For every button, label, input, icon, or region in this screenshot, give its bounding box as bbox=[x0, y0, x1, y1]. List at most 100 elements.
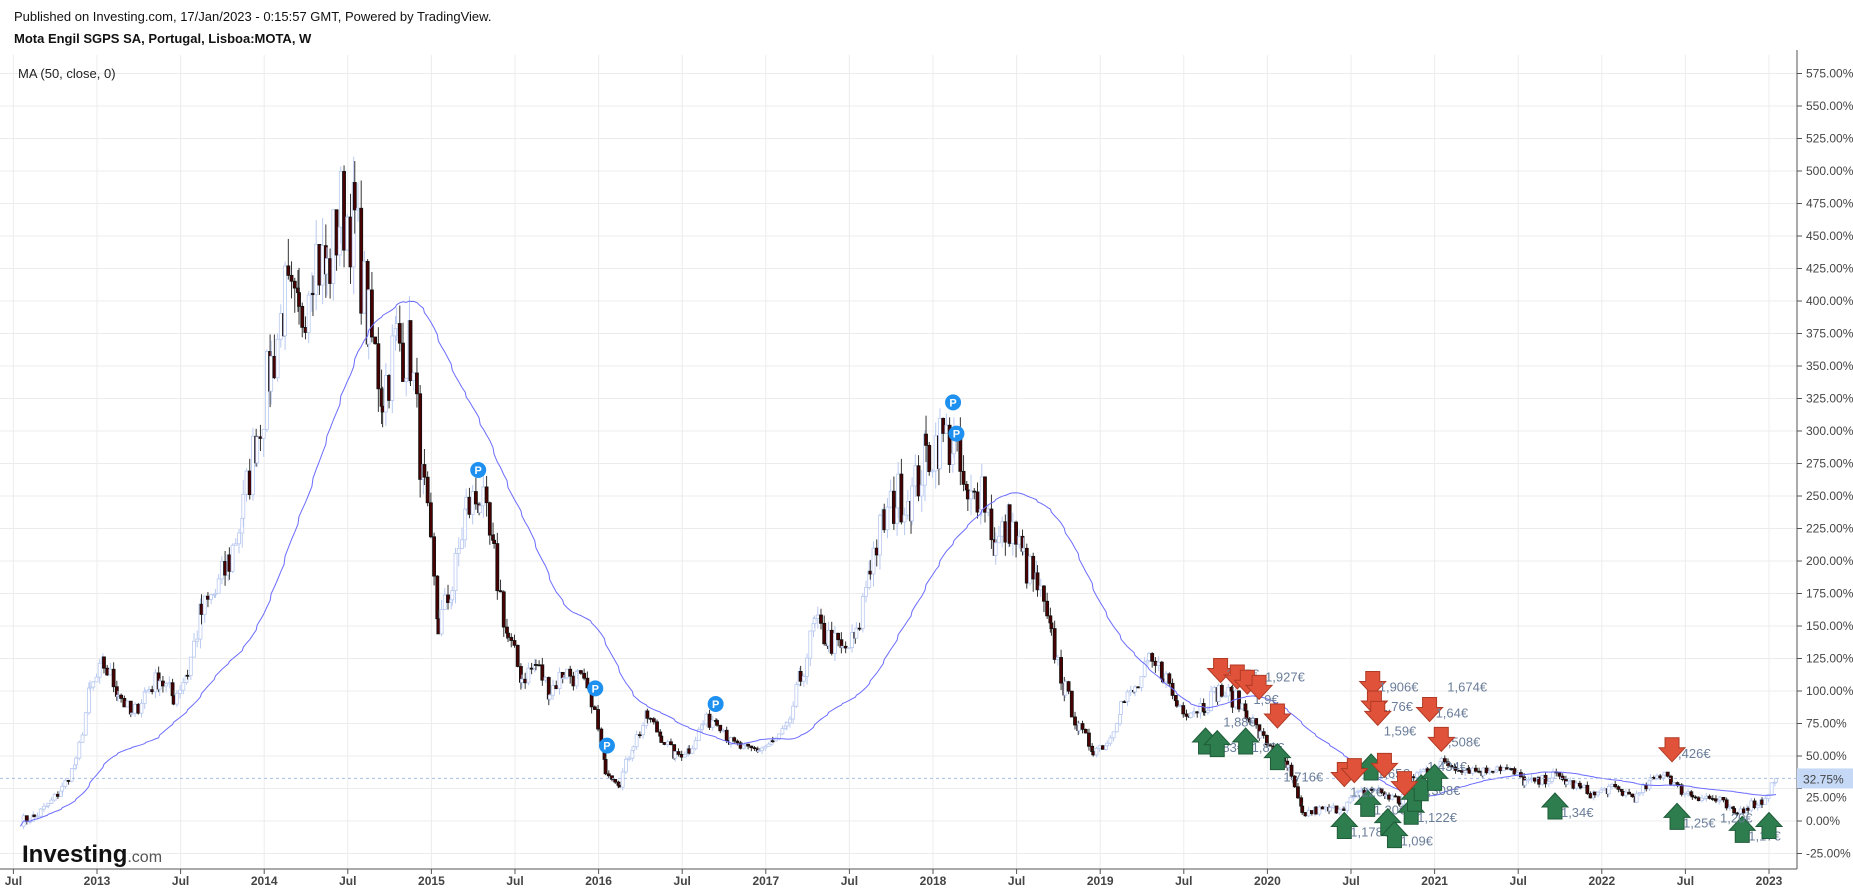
candle-down bbox=[185, 674, 190, 677]
candle-down bbox=[1393, 795, 1398, 798]
y-tick-label: 550.00% bbox=[1806, 99, 1853, 113]
candle-up bbox=[888, 490, 893, 508]
candle-down bbox=[509, 636, 514, 641]
ma-indicator-label[interactable]: MA (50, close, 0) bbox=[18, 66, 116, 81]
buy-arrow-icon[interactable]: 1,716€ bbox=[1263, 742, 1324, 785]
candle-down bbox=[752, 747, 757, 750]
candle-up bbox=[1662, 771, 1667, 776]
sell-arrow-icon[interactable]: ,426€ bbox=[1657, 737, 1711, 763]
candle-up bbox=[188, 656, 193, 676]
candle-up bbox=[1128, 689, 1133, 693]
candle-down bbox=[924, 433, 928, 446]
buy-arrow-icon[interactable]: 1,88€ bbox=[1203, 715, 1257, 758]
candle-up bbox=[788, 718, 792, 724]
candle-down bbox=[1314, 806, 1319, 815]
candle-down bbox=[1760, 799, 1764, 805]
candle-up bbox=[269, 355, 274, 392]
sell-arrow-icon[interactable]: 1,64€ bbox=[1415, 697, 1469, 723]
candle-up bbox=[478, 505, 483, 514]
candle-down bbox=[941, 417, 946, 434]
candle-down bbox=[328, 258, 333, 284]
p-marker[interactable]: P bbox=[707, 696, 724, 712]
candle-down bbox=[603, 759, 608, 775]
arrow-down-shape bbox=[1370, 752, 1399, 779]
candle-up bbox=[219, 561, 224, 580]
candle-up bbox=[237, 532, 241, 545]
candle-up bbox=[854, 627, 859, 639]
candle-up bbox=[561, 677, 566, 680]
candle-up bbox=[919, 484, 924, 497]
arrow-down-shape bbox=[1340, 758, 1369, 784]
candle-up bbox=[230, 544, 235, 572]
sell-arrow-icon[interactable]: 1,59€ bbox=[1363, 700, 1417, 738]
p-marker[interactable]: P bbox=[948, 425, 965, 442]
sell-arrow-icon[interactable]: 1,927€ bbox=[1244, 669, 1306, 701]
candle-down bbox=[408, 320, 413, 382]
candle-down bbox=[1342, 808, 1346, 811]
candle-up bbox=[938, 417, 942, 469]
candle-up bbox=[1209, 690, 1214, 711]
candle-up bbox=[244, 470, 249, 495]
candle-up bbox=[1328, 807, 1332, 812]
p-marker[interactable]: P bbox=[945, 394, 962, 411]
candle-down bbox=[659, 735, 664, 743]
x-tick-label: Jul bbox=[506, 874, 523, 888]
p-marker[interactable]: P bbox=[598, 737, 615, 754]
buy-arrow-icon[interactable]: 1,34€ bbox=[1540, 792, 1594, 820]
candle-down bbox=[1627, 791, 1632, 795]
candle-down bbox=[105, 667, 110, 676]
candle-down bbox=[428, 502, 433, 538]
y-tick-label: 100.00% bbox=[1806, 684, 1853, 698]
candle-down bbox=[199, 603, 204, 615]
candle-up bbox=[557, 671, 562, 690]
ma-line bbox=[19, 300, 1777, 827]
investing-logo: Investing.com bbox=[22, 841, 163, 868]
candle-up bbox=[209, 594, 214, 600]
candle-down bbox=[1159, 661, 1164, 680]
buy-arrow-icon[interactable]: 1,25€ bbox=[1662, 802, 1716, 830]
buy-arrow-icon[interactable]: 1,20€ bbox=[1353, 789, 1407, 817]
sell-arrow-icon[interactable] bbox=[1263, 703, 1292, 729]
candle-up bbox=[1125, 691, 1130, 703]
candle-down bbox=[446, 594, 450, 603]
candle-up bbox=[565, 668, 569, 679]
candle-up bbox=[1565, 781, 1569, 785]
candle-down bbox=[648, 717, 653, 720]
candle-up bbox=[526, 667, 531, 684]
marker-price-label: 1,20€ bbox=[1374, 802, 1407, 817]
candle-down bbox=[735, 740, 740, 744]
sell-arrow-icon[interactable]: 1,906€ bbox=[1358, 671, 1420, 697]
candle-down bbox=[1202, 711, 1207, 713]
arrow-up-shape bbox=[1540, 792, 1570, 820]
candle-up bbox=[320, 245, 325, 286]
candle-down bbox=[303, 326, 308, 333]
p-marker[interactable]: P bbox=[470, 462, 487, 478]
buy-arrow-icon[interactable]: 1,20€ bbox=[1720, 811, 1784, 839]
candle-up bbox=[1637, 792, 1642, 795]
candle-down bbox=[1261, 731, 1266, 736]
buy-arrow-icon[interactable]: 1,09€ bbox=[1380, 820, 1434, 849]
candle-up bbox=[520, 678, 524, 683]
arrow-up-shape bbox=[1353, 789, 1382, 817]
candle-down bbox=[501, 591, 506, 628]
candle-up bbox=[641, 725, 645, 736]
sell-arrow-icon[interactable] bbox=[1370, 752, 1399, 779]
candle-up bbox=[35, 815, 40, 818]
arrow-down-shape bbox=[1390, 771, 1419, 797]
candle-down bbox=[1091, 751, 1096, 756]
sell-arrow-icon[interactable]: 1,674€ bbox=[1427, 679, 1488, 753]
candle-up bbox=[871, 547, 876, 575]
candle-down bbox=[707, 713, 712, 728]
y-tick-label: 325.00% bbox=[1806, 392, 1853, 406]
candle-up bbox=[1421, 769, 1426, 773]
candle-up bbox=[693, 740, 698, 750]
y-tick-label: 400.00% bbox=[1806, 294, 1853, 308]
candle-down bbox=[161, 680, 165, 687]
p-marker[interactable]: P bbox=[587, 680, 604, 697]
sell-arrow-icon[interactable] bbox=[1340, 758, 1369, 784]
candle-up bbox=[631, 746, 636, 751]
sell-arrow-icon[interactable] bbox=[1390, 771, 1419, 797]
candle-down bbox=[1442, 758, 1447, 763]
candle-up bbox=[846, 647, 851, 649]
